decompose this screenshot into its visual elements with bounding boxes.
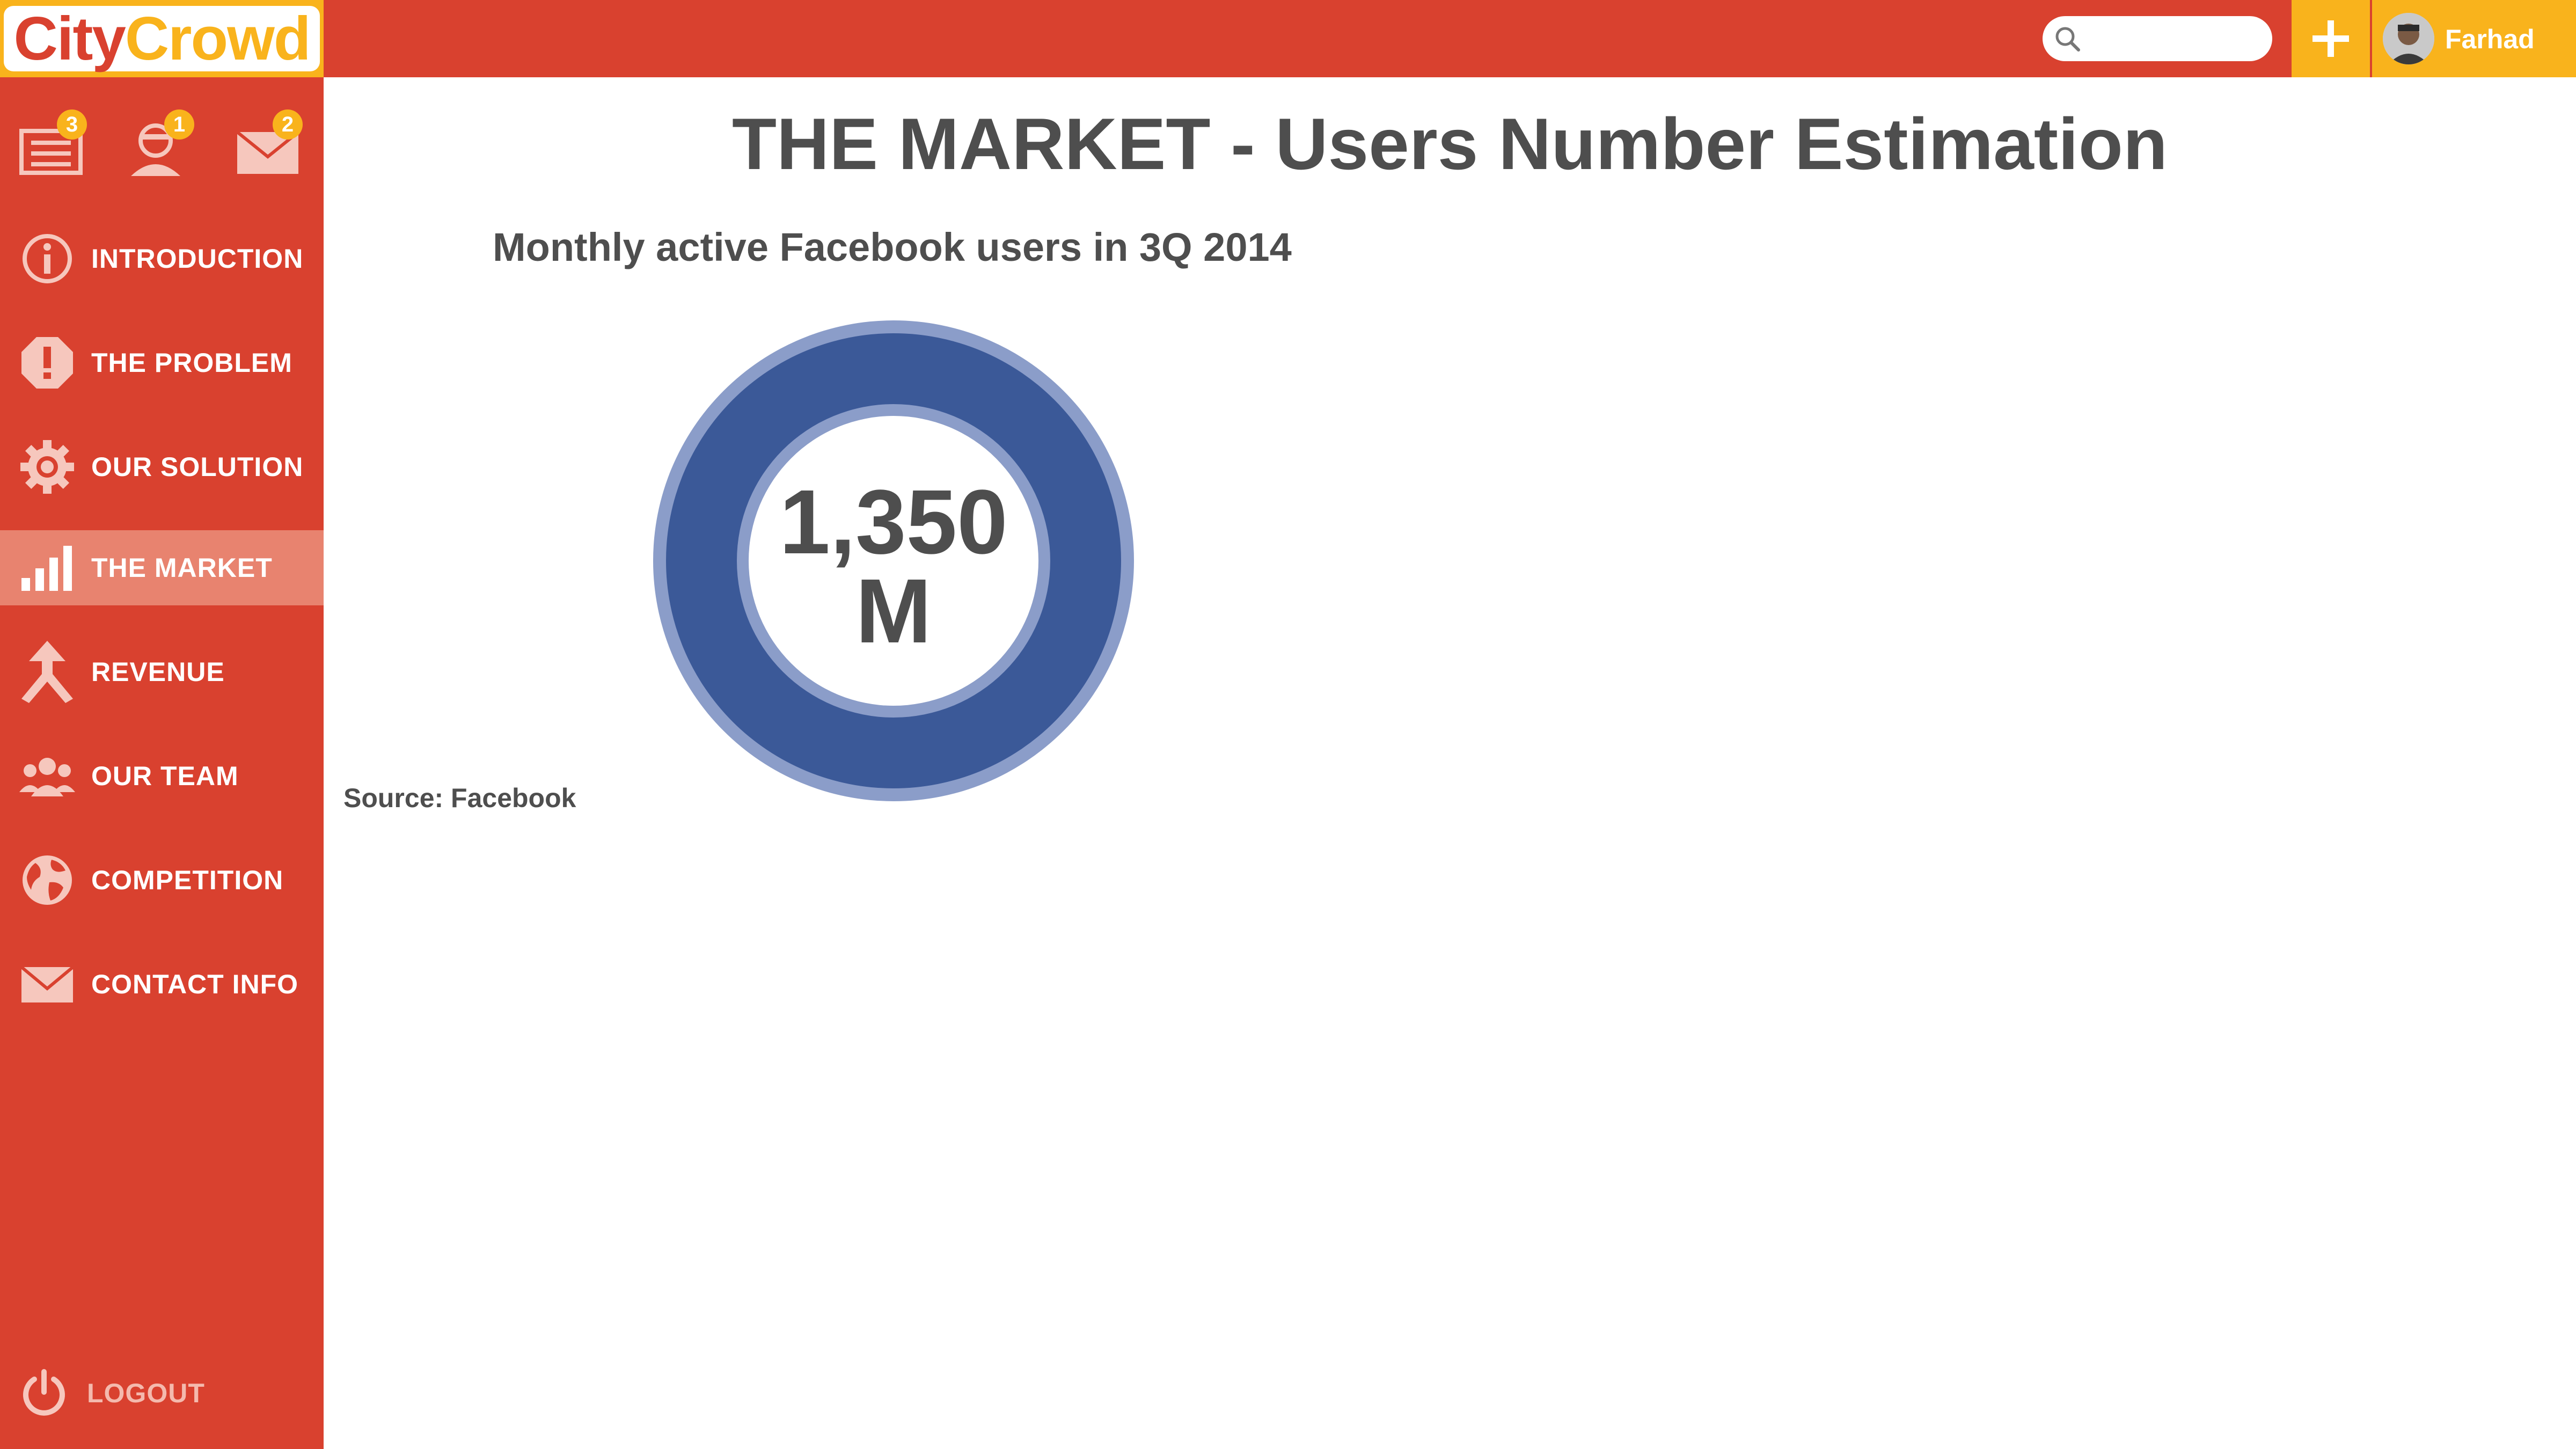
sidebar-item-label: OUR TEAM	[91, 761, 239, 791]
sidebar-item-revenue[interactable]: REVENUE	[0, 634, 324, 709]
sidebar: 3 1 2 INTRODUCTION	[0, 77, 324, 1449]
search-icon	[2055, 27, 2080, 52]
alert-icon	[19, 337, 75, 389]
page-title: THE MARKET - Users Number Estimation	[731, 103, 2168, 185]
plus-icon	[2312, 20, 2349, 57]
logo-city-text: City	[13, 4, 126, 73]
logo-wordmark: City Crowd	[4, 4, 320, 73]
chart-subtitle: Monthly active Facebook users in 3Q 2014	[493, 225, 1292, 269]
mail-notification[interactable]: 2	[233, 109, 303, 179]
sidebar-item-introduction[interactable]: INTRODUCTION	[0, 221, 324, 296]
inbox-icon	[19, 129, 83, 175]
sidebar-item-the-problem[interactable]: THE PROBLEM	[0, 325, 324, 400]
sidebar-item-label: THE MARKET	[91, 553, 273, 583]
donut-value-number: 1,350	[779, 471, 1008, 573]
sidebar-item-label: REVENUE	[91, 657, 225, 687]
team-icon	[19, 755, 75, 797]
sidebar-item-our-team[interactable]: OUR TEAM	[0, 738, 324, 814]
donut-hole	[749, 416, 1038, 706]
mail-badge: 2	[273, 109, 303, 140]
sidebar-item-competition[interactable]: COMPETITION	[0, 843, 324, 918]
user-badge: 1	[164, 109, 194, 140]
donut-chart	[644, 311, 1143, 810]
power-icon	[16, 1369, 72, 1416]
search-box[interactable]	[2043, 16, 2272, 61]
logout-button[interactable]: LOGOUT	[0, 1356, 324, 1431]
inbox-notification[interactable]: 3	[17, 109, 87, 179]
add-button[interactable]	[2292, 0, 2370, 77]
sidebar-item-label: INTRODUCTION	[91, 244, 304, 274]
logout-label: LOGOUT	[87, 1378, 205, 1408]
user-name[interactable]: Farhad	[2445, 24, 2535, 54]
user-menu[interactable]: Farhad	[2372, 0, 2576, 77]
avatar-photo-icon	[2383, 13, 2434, 64]
avatar[interactable]	[2383, 13, 2434, 64]
search-input[interactable]	[2089, 21, 2263, 56]
user-icon	[131, 123, 180, 176]
sidebar-item-the-market[interactable]: THE MARKET	[0, 530, 324, 605]
sidebar-item-label: OUR SOLUTION	[91, 452, 304, 482]
sidebar-item-contact-info[interactable]: CONTACT INFO	[0, 947, 324, 1022]
info-icon	[19, 234, 75, 283]
sidebar-item-label: THE PROBLEM	[91, 348, 292, 378]
globe-icon	[19, 855, 75, 905]
sidebar-item-label: COMPETITION	[91, 865, 284, 895]
sidebar-item-label: CONTACT INFO	[91, 969, 299, 999]
app-logo[interactable]: City Crowd	[0, 0, 324, 77]
donut-center-value: 1,350 M	[644, 471, 1143, 662]
source-note: Source: Facebook	[343, 783, 576, 813]
inbox-badge: 3	[57, 109, 87, 140]
merge-arrow-icon	[19, 641, 75, 703]
user-notification[interactable]: 1	[125, 109, 194, 179]
envelope-icon	[19, 963, 75, 1006]
gear-icon	[19, 440, 75, 494]
sidebar-item-our-solution[interactable]: OUR SOLUTION	[0, 429, 324, 504]
bar-chart-icon	[19, 546, 75, 591]
donut-chart-svg	[653, 320, 1134, 801]
donut-value-unit: M	[855, 560, 932, 662]
logo-crowd-text: Crowd	[125, 4, 311, 73]
